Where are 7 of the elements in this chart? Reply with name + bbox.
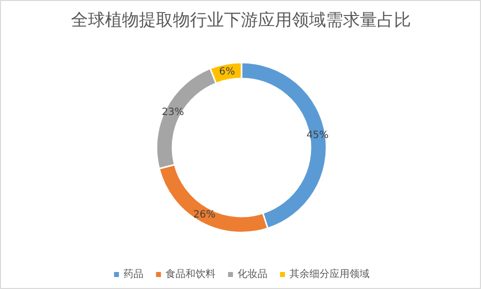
legend-label: 化妆品 (238, 268, 268, 281)
legend-label: 其余细分应用领域 (290, 268, 370, 281)
legend-label: 食品和饮料 (166, 268, 216, 281)
chart-title: 全球植物提取物行业下游应用领域需求量占比 (71, 10, 411, 30)
legend-label: 药品 (124, 268, 144, 281)
data-label: 6% (219, 66, 236, 78)
data-label: 26% (193, 209, 216, 220)
